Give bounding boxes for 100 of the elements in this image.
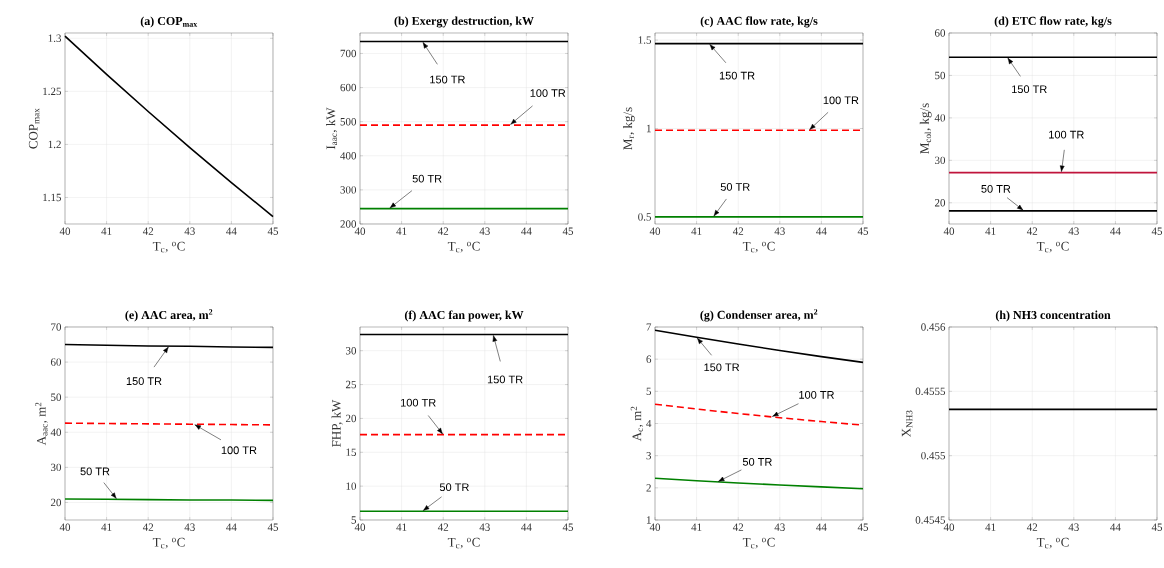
- y-axis-title: I$_{aac}$, kW: [326, 107, 338, 150]
- legend-label: 150 TR: [430, 75, 465, 84]
- x-tick-label: 45: [857, 523, 869, 531]
- y-tick-label: 1: [646, 124, 651, 133]
- y-tick-label: 1.25: [43, 87, 62, 96]
- series-label: 100 TR: [799, 390, 834, 399]
- y-tick-label: 20: [345, 414, 357, 423]
- legend-label: 150 TR: [719, 71, 755, 80]
- x-tick-label: 45: [267, 523, 279, 531]
- y-tick-label: 1: [646, 516, 651, 524]
- y-tick-label: 5: [646, 387, 652, 395]
- x-tick-label: 42: [1026, 523, 1038, 531]
- x-tick-label: 44: [1110, 523, 1121, 531]
- x-tick-label: 43: [774, 227, 785, 235]
- y-axis-title: M$_{col}$, kg/s: [919, 103, 932, 154]
- x-tick-label: 44: [226, 523, 237, 531]
- y-axis-title: COP$_{max}$: [28, 108, 40, 149]
- y-tick-label: 200: [340, 220, 357, 228]
- x-tick-label: 41: [691, 523, 702, 531]
- chart-title: (b) Exergy destruction, kW: [394, 16, 534, 28]
- y-tick-label: 40: [934, 114, 946, 122]
- y-tick-label: 70: [51, 323, 62, 331]
- y-tick-label: 30: [346, 347, 357, 355]
- x-axis-title: T$_{c}$, $^{o}$C: [742, 537, 775, 549]
- chart-title: (g) Condenser area, m$^{2}$: [700, 309, 818, 322]
- series-label: 50 TR: [439, 483, 469, 492]
- y-tick-label: 4: [646, 419, 652, 428]
- y-tick-label: 3: [646, 451, 652, 460]
- x-tick-label: 45: [267, 227, 279, 235]
- y-tick-label: 20: [934, 199, 946, 207]
- y-tick-label: 20: [50, 498, 62, 507]
- y-tick-label: 1.3: [48, 34, 62, 43]
- x-tick-label: 43: [1068, 227, 1079, 235]
- y-tick-label: 6: [646, 355, 652, 363]
- y-tick-label: 1.15: [43, 193, 62, 202]
- series-label: 50 TR: [981, 184, 1011, 193]
- x-tick-label: 45: [857, 227, 869, 235]
- y-tick-label: 0.4555: [915, 387, 946, 396]
- legend-label: 150 TR: [1012, 85, 1047, 94]
- y-tick-label: 700: [340, 49, 357, 58]
- y-tick-label: 400: [340, 152, 357, 160]
- x-axis-title: T$_{c}$, $^{o}$C: [447, 537, 480, 549]
- y-tick-label: 40: [50, 428, 62, 436]
- x-tick-label: 42: [142, 227, 154, 235]
- x-tick-label: 42: [732, 227, 744, 235]
- x-tick-label: 44: [521, 523, 532, 531]
- x-tick-label: 41: [101, 227, 112, 235]
- x-tick-label: 44: [521, 227, 532, 235]
- chart-title: (h) NH3 concentration: [995, 310, 1111, 322]
- y-tick-label: 2: [646, 484, 651, 492]
- y-tick-label: 300: [340, 186, 357, 194]
- y-axis-title: A$_{c}$, m$^{2}$: [630, 406, 644, 442]
- x-tick-label: 45: [562, 523, 574, 531]
- text: 100 TR: [1049, 130, 1084, 139]
- x-tick-label: 44: [816, 523, 827, 531]
- text: 100 TR: [401, 398, 436, 407]
- text: 100 TR: [823, 96, 859, 105]
- x-tick-label: 40: [943, 227, 955, 235]
- x-tick-label: 43: [479, 227, 490, 235]
- line-series: [654, 329, 864, 364]
- series-label: 100 TR: [221, 446, 257, 455]
- text: 50 TR: [720, 183, 750, 191]
- y-tick-label: 7: [646, 323, 652, 331]
- x-tick-label: 41: [985, 227, 996, 235]
- x-tick-label: 45: [1151, 227, 1163, 235]
- series-label: 150 TR: [704, 363, 740, 372]
- y-tick-label: 600: [340, 83, 357, 92]
- x-tick-label: 40: [354, 227, 366, 235]
- x-tick-label: 41: [691, 227, 702, 235]
- y-tick-label: 0.456: [921, 323, 946, 331]
- chart-title: (f) AAC fan power, kW: [404, 310, 524, 322]
- text: 100 TR: [530, 89, 566, 97]
- x-tick-label: 44: [816, 227, 827, 235]
- y-tick-label: 60: [50, 358, 62, 366]
- x-tick-label: 42: [1026, 227, 1038, 235]
- y-tick-label: 0.455: [921, 451, 946, 460]
- x-tick-label: 41: [396, 227, 407, 235]
- x-axis-title: T$_{c}$, $^{o}$C: [447, 241, 480, 253]
- x-axis-title: T$_{c}$, $^{o}$C: [1036, 537, 1069, 549]
- y-tick-label: 5: [351, 516, 357, 524]
- y-tick-label: 30: [51, 463, 62, 472]
- x-tick-label: 44: [1110, 227, 1121, 235]
- chart-title: (d) ETC flow rate, kg/s: [994, 16, 1112, 28]
- y-tick-label: 10: [346, 482, 357, 490]
- x-tick-label: 43: [184, 227, 195, 235]
- y-tick-label: 50: [51, 393, 62, 401]
- y-tick-label: 0.5: [638, 213, 652, 221]
- x-tick-label: 45: [1151, 523, 1163, 531]
- x-tick-label: 43: [184, 523, 195, 531]
- x-axis-title: T$_{c}$, $^{o}$C: [1036, 241, 1069, 253]
- chart-title: (e) AAC area, m$^{2}$: [125, 309, 213, 322]
- x-tick-label: 42: [437, 227, 449, 235]
- x-axis-title: T$_{c}$, $^{o}$C: [152, 241, 185, 253]
- y-axis-title: M$_{r}$, kg/s: [623, 107, 635, 150]
- x-tick-label: 42: [142, 523, 154, 531]
- legend-label: 150 TR: [126, 377, 162, 386]
- line-series: [64, 35, 274, 218]
- y-tick-label: 500: [340, 117, 357, 126]
- x-axis-title: T$_{c}$, $^{o}$C: [742, 241, 775, 253]
- series-label: 50 TR: [742, 458, 772, 466]
